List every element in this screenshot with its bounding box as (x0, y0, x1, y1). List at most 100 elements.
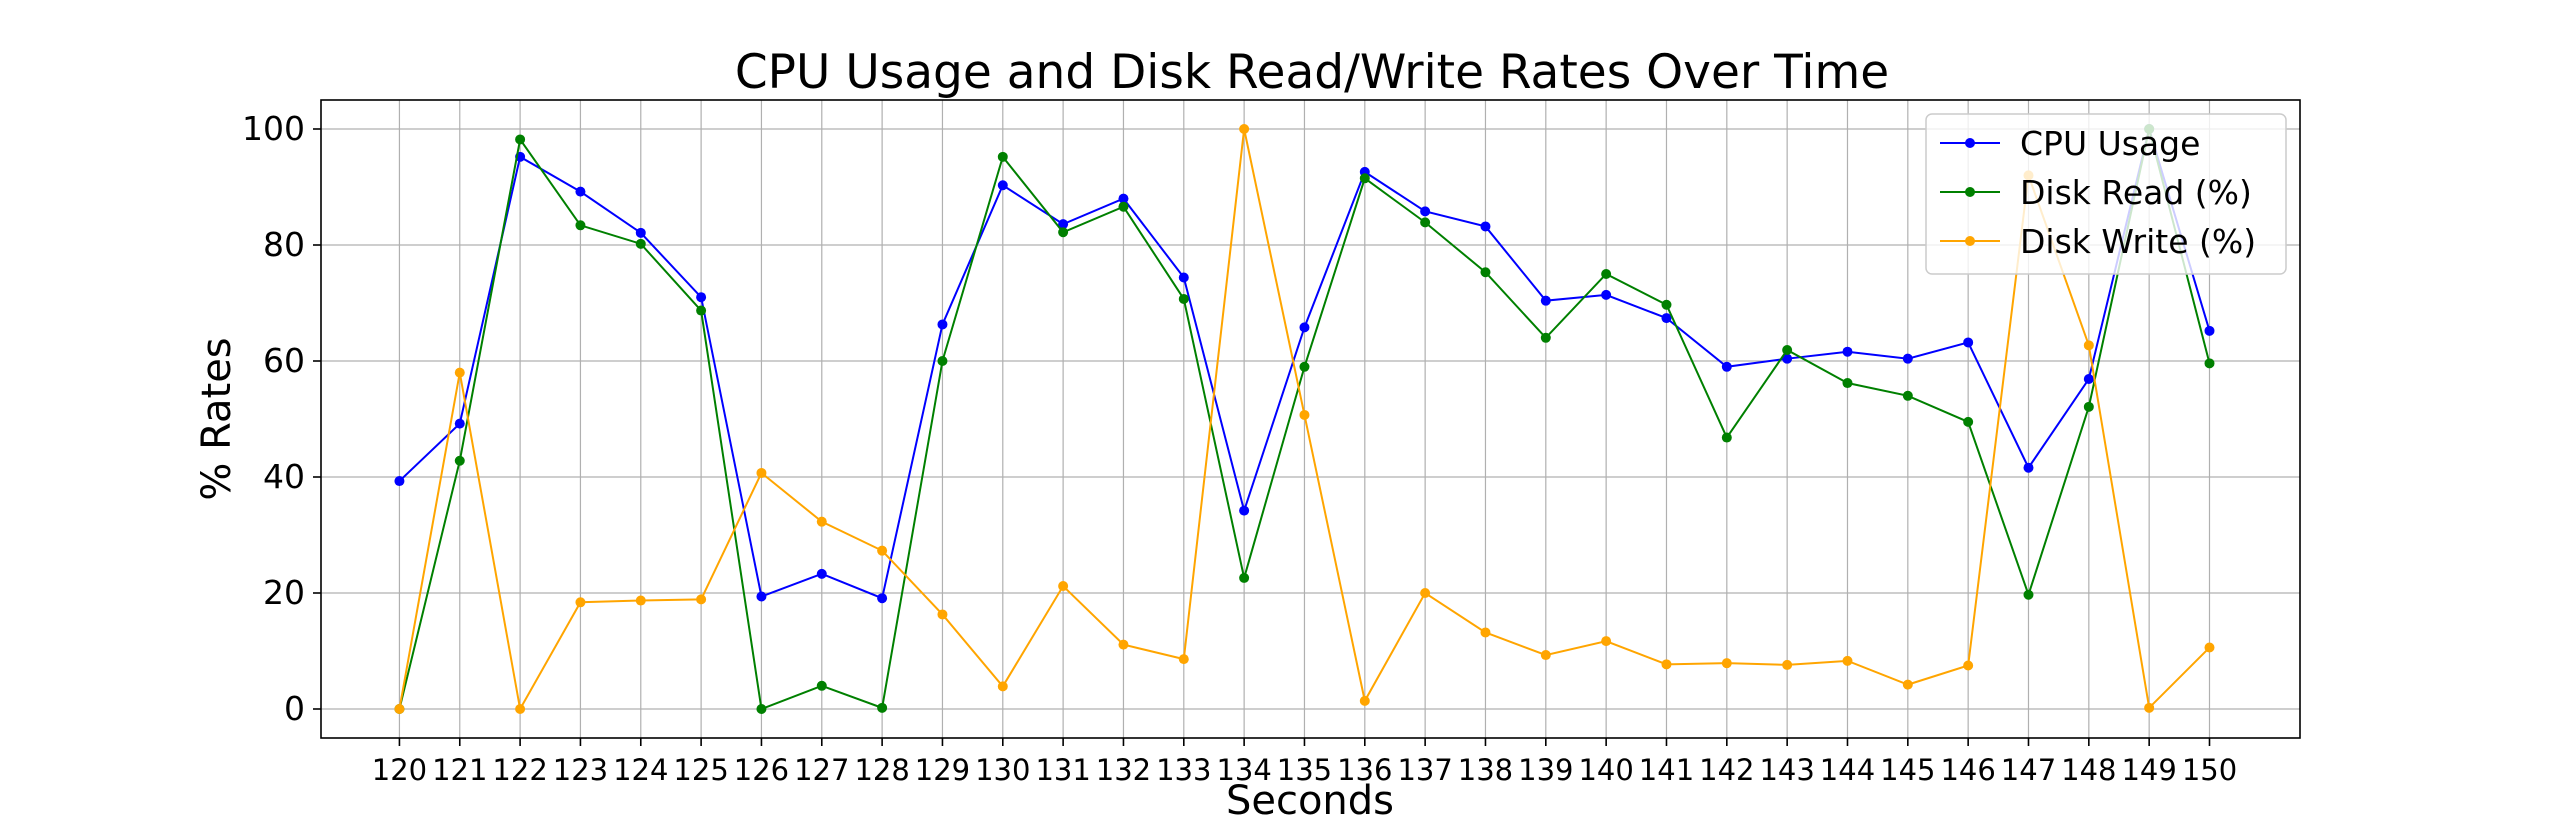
data-point (1601, 636, 1612, 647)
x-tick-label: 126 (734, 753, 789, 787)
data-point (1601, 289, 1612, 300)
data-point (2023, 589, 2034, 600)
data-point (635, 227, 646, 238)
data-point (1299, 322, 1310, 333)
data-point (1902, 390, 1913, 401)
data-point (877, 545, 888, 556)
data-point (2204, 358, 2215, 369)
data-point (1661, 299, 1672, 310)
data-point (2083, 373, 2094, 384)
x-tick-label: 125 (673, 753, 728, 787)
data-point (877, 593, 888, 604)
data-point (2083, 401, 2094, 412)
data-point (1299, 409, 1310, 420)
data-point (394, 476, 405, 487)
y-tick-label: 20 (263, 573, 305, 612)
data-point (1902, 679, 1913, 690)
y-tick-label: 100 (242, 109, 305, 148)
data-point (696, 292, 707, 303)
data-point (1902, 353, 1913, 364)
data-point (1480, 627, 1491, 638)
data-point (1420, 217, 1431, 228)
x-tick-label: 123 (553, 753, 608, 787)
x-tick-label: 150 (2182, 753, 2237, 787)
data-point (877, 702, 888, 713)
data-point (575, 597, 586, 608)
data-point (1420, 588, 1431, 598)
data-point (756, 467, 767, 478)
data-point (1540, 295, 1551, 306)
x-tick-label: 145 (1880, 753, 1935, 787)
x-tick-label: 127 (794, 753, 849, 787)
data-point (937, 609, 948, 620)
data-point (1540, 332, 1551, 343)
x-tick-label: 146 (1940, 753, 1995, 787)
x-tick-label: 134 (1216, 753, 1271, 787)
data-point (515, 134, 526, 145)
data-point (2083, 340, 2094, 351)
data-point (1963, 660, 1974, 671)
y-tick-label: 60 (263, 341, 305, 380)
series-1 (394, 124, 2215, 714)
legend-item: Disk Write (%) (1940, 222, 2256, 261)
data-point (1420, 206, 1431, 217)
x-tick-label: 135 (1277, 753, 1332, 787)
x-tick-label: 132 (1096, 753, 1151, 787)
data-point (1359, 695, 1370, 706)
y-tick-label: 80 (263, 225, 305, 264)
data-point (1480, 221, 1491, 232)
data-point (575, 186, 586, 197)
data-point (816, 516, 827, 527)
data-point (1118, 639, 1129, 650)
data-point (1058, 581, 1069, 592)
x-tick-label: 142 (1699, 753, 1754, 787)
data-point (756, 591, 767, 602)
data-point (1178, 293, 1189, 304)
data-point (1239, 124, 1250, 134)
x-tick-label: 137 (1397, 753, 1452, 787)
x-axis: 120 121 122 123 124 125 126 127 128 129 130 131 132 1… (372, 738, 2237, 787)
chart-title: CPU Usage and Disk Read/Write Rates Over… (735, 45, 1889, 100)
data-point (1178, 654, 1189, 665)
data-point (1963, 416, 1974, 427)
data-point (2204, 325, 2215, 336)
legend-swatch-marker (1965, 187, 1975, 197)
data-point (1601, 269, 1612, 279)
x-tick-label: 122 (492, 753, 547, 787)
data-point (1480, 267, 1491, 278)
y-axis-label: % Rates (194, 337, 240, 500)
data-point (635, 595, 646, 606)
data-point (696, 305, 707, 316)
data-point (1721, 432, 1732, 443)
x-tick-label: 148 (2061, 753, 2116, 787)
data-point (756, 704, 767, 714)
data-point (937, 319, 948, 330)
x-tick-label: 133 (1156, 753, 1211, 787)
x-tick-label: 141 (1639, 753, 1694, 787)
x-tick-label: 136 (1337, 753, 1392, 787)
legend-frame (1925, 113, 2287, 275)
data-point (454, 367, 465, 378)
data-point (1782, 353, 1793, 364)
y-tick-label: 0 (284, 689, 305, 728)
data-point (1721, 658, 1732, 669)
x-tick-label: 140 (1578, 753, 1633, 787)
data-point (1239, 505, 1250, 516)
data-point (1118, 201, 1129, 212)
data-point (1842, 378, 1853, 389)
data-point (2204, 642, 2215, 653)
plot-area-frame (320, 99, 2301, 739)
data-point (394, 704, 405, 714)
data-point (1721, 361, 1732, 372)
data-point (1239, 572, 1250, 583)
legend-label: Disk Read (%) (2020, 173, 2252, 212)
legend-swatch-marker (1965, 236, 1975, 246)
data-point (575, 220, 586, 231)
legend-item: CPU Usage (1940, 124, 2200, 163)
legend-item: Disk Read (%) (1940, 173, 2252, 212)
x-tick-label: 128 (854, 753, 909, 787)
data-point (1782, 659, 1793, 670)
data-point (635, 238, 646, 249)
data-point (1842, 346, 1853, 357)
data-point (1963, 337, 1974, 348)
